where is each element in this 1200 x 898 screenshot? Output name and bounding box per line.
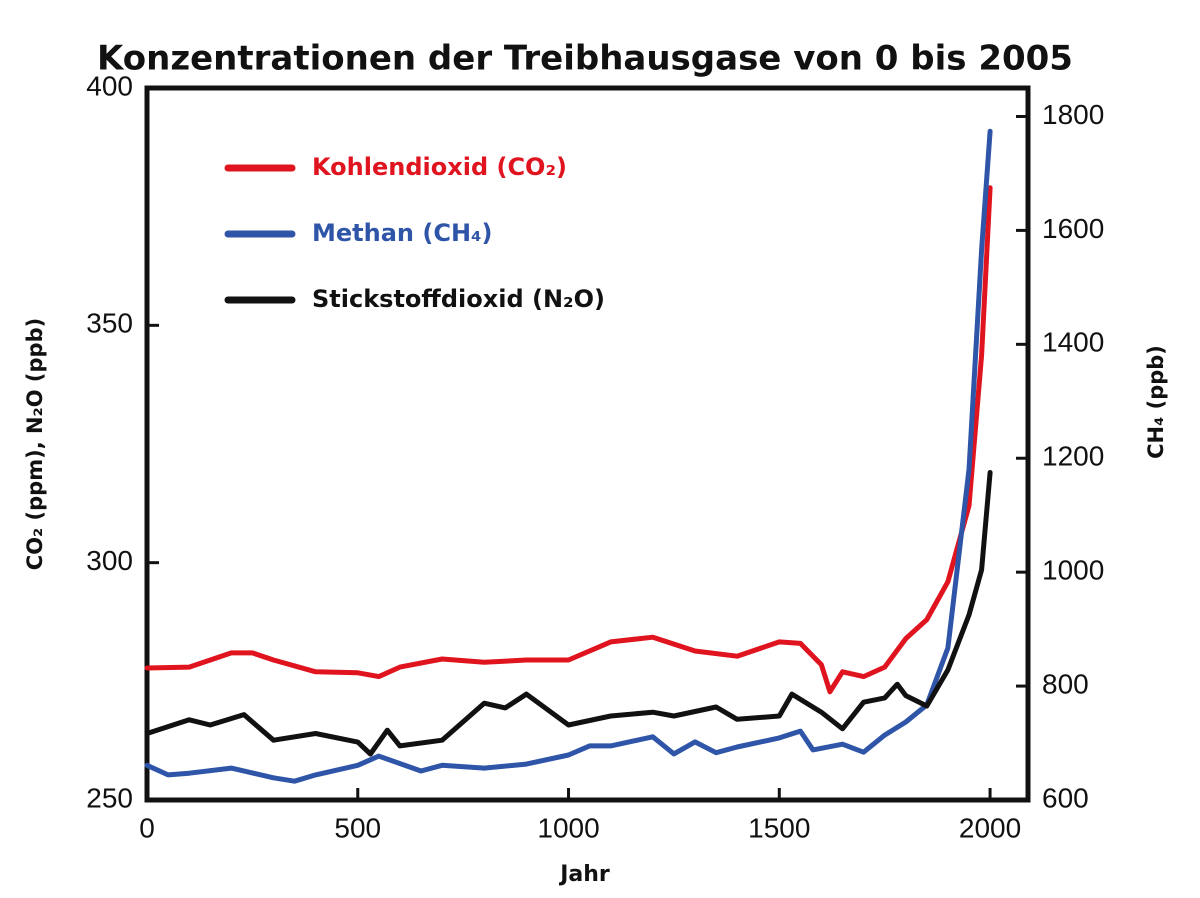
y-tick-label: 400 <box>86 70 133 101</box>
legend-label: Methan (CH₄) <box>312 219 493 247</box>
y-tick-label: 250 <box>86 782 133 813</box>
x-axis-label: Jahr <box>558 862 610 887</box>
y2-axis-label: CH₄ (ppb) <box>1144 345 1168 459</box>
data-line <box>144 128 993 784</box>
y2-tick-label: 800 <box>1042 668 1089 699</box>
x-tick-label: 0 <box>139 812 155 843</box>
data-line <box>144 470 993 757</box>
x-tick-label: 500 <box>334 812 381 843</box>
chart-title: Konzentrationen der Treibhausgase von 0 … <box>97 39 1073 79</box>
x-tick-label: 2000 <box>959 812 1021 843</box>
y-tick-label: 300 <box>86 545 133 576</box>
y2-tick-label: 1200 <box>1042 441 1104 472</box>
y2-tick-label: 1800 <box>1042 99 1104 130</box>
y2-tick-label: 1600 <box>1042 213 1104 244</box>
y2-tick-label: 600 <box>1042 782 1089 813</box>
data-line <box>144 185 993 695</box>
y2-tick-label: 1000 <box>1042 555 1104 586</box>
legend-label: Stickstoffdioxid (N₂O) <box>312 285 605 313</box>
legend-label: Kohlendioxid (CO₂) <box>312 153 567 181</box>
y-tick-label: 350 <box>86 308 133 339</box>
x-tick-label: 1500 <box>748 812 810 843</box>
plot-frame <box>144 85 1031 803</box>
y-axis-label: CO₂ (ppm), N₂O (ppb) <box>23 318 47 570</box>
x-tick-label: 1000 <box>537 812 599 843</box>
y2-tick-label: 1400 <box>1042 327 1104 358</box>
